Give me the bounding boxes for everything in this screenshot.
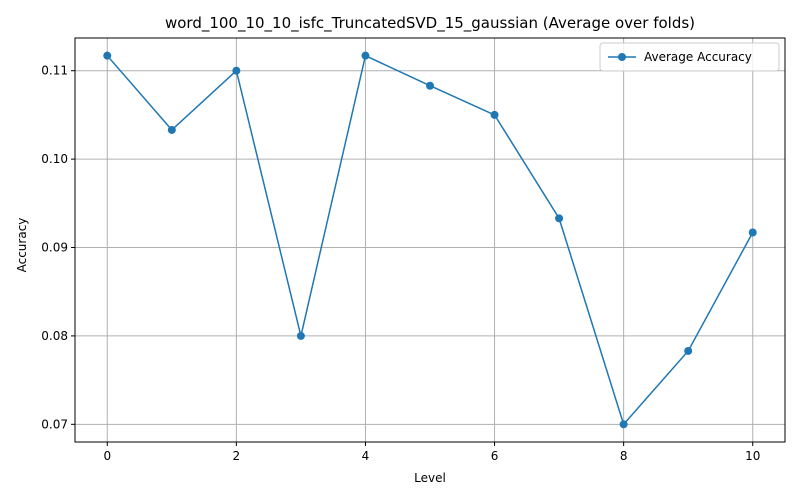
data-point (748, 228, 757, 237)
x-tick-label: 4 (362, 449, 370, 463)
data-point (361, 51, 370, 60)
legend: Average Accuracy (599, 42, 780, 72)
y-tick-label: 0.11 (41, 64, 68, 78)
data-point (103, 51, 112, 60)
legend-box (599, 42, 780, 72)
chart-title: word_100_10_10_isfc_TruncatedSVD_15_gaus… (165, 14, 695, 33)
data-point (167, 125, 176, 134)
data-point (426, 81, 434, 90)
series-layer (103, 51, 757, 429)
y-tick-label: 0.09 (41, 241, 68, 255)
x-axis-ticks: 0 2 4 6 8 10 (103, 442, 760, 463)
y-axis-ticks: 0.07 0.08 0.09 0.10 0.11 (41, 64, 75, 431)
data-point (490, 110, 499, 119)
x-tick-label: 2 (233, 449, 241, 463)
legend-entry-label: Average Accuracy (644, 50, 752, 64)
data-point (296, 331, 305, 340)
x-axis-label: Level (414, 471, 446, 485)
x-tick-label: 10 (745, 449, 760, 463)
y-tick-label: 0.10 (41, 152, 68, 166)
y-axis-label: Accuracy (15, 218, 29, 273)
data-point (619, 420, 628, 429)
y-tick-label: 0.07 (41, 417, 68, 431)
x-tick-label: 6 (491, 449, 499, 463)
x-tick-label: 0 (103, 449, 111, 463)
data-point (232, 66, 241, 75)
data-point (684, 346, 693, 355)
series-line (106, 54, 754, 426)
data-point (555, 214, 564, 223)
plot-frame (74, 37, 786, 443)
legend-marker (618, 53, 626, 61)
x-tick-label: 8 (620, 449, 628, 463)
y-tick-label: 0.08 (41, 329, 68, 343)
grid-lines (75, 38, 785, 442)
